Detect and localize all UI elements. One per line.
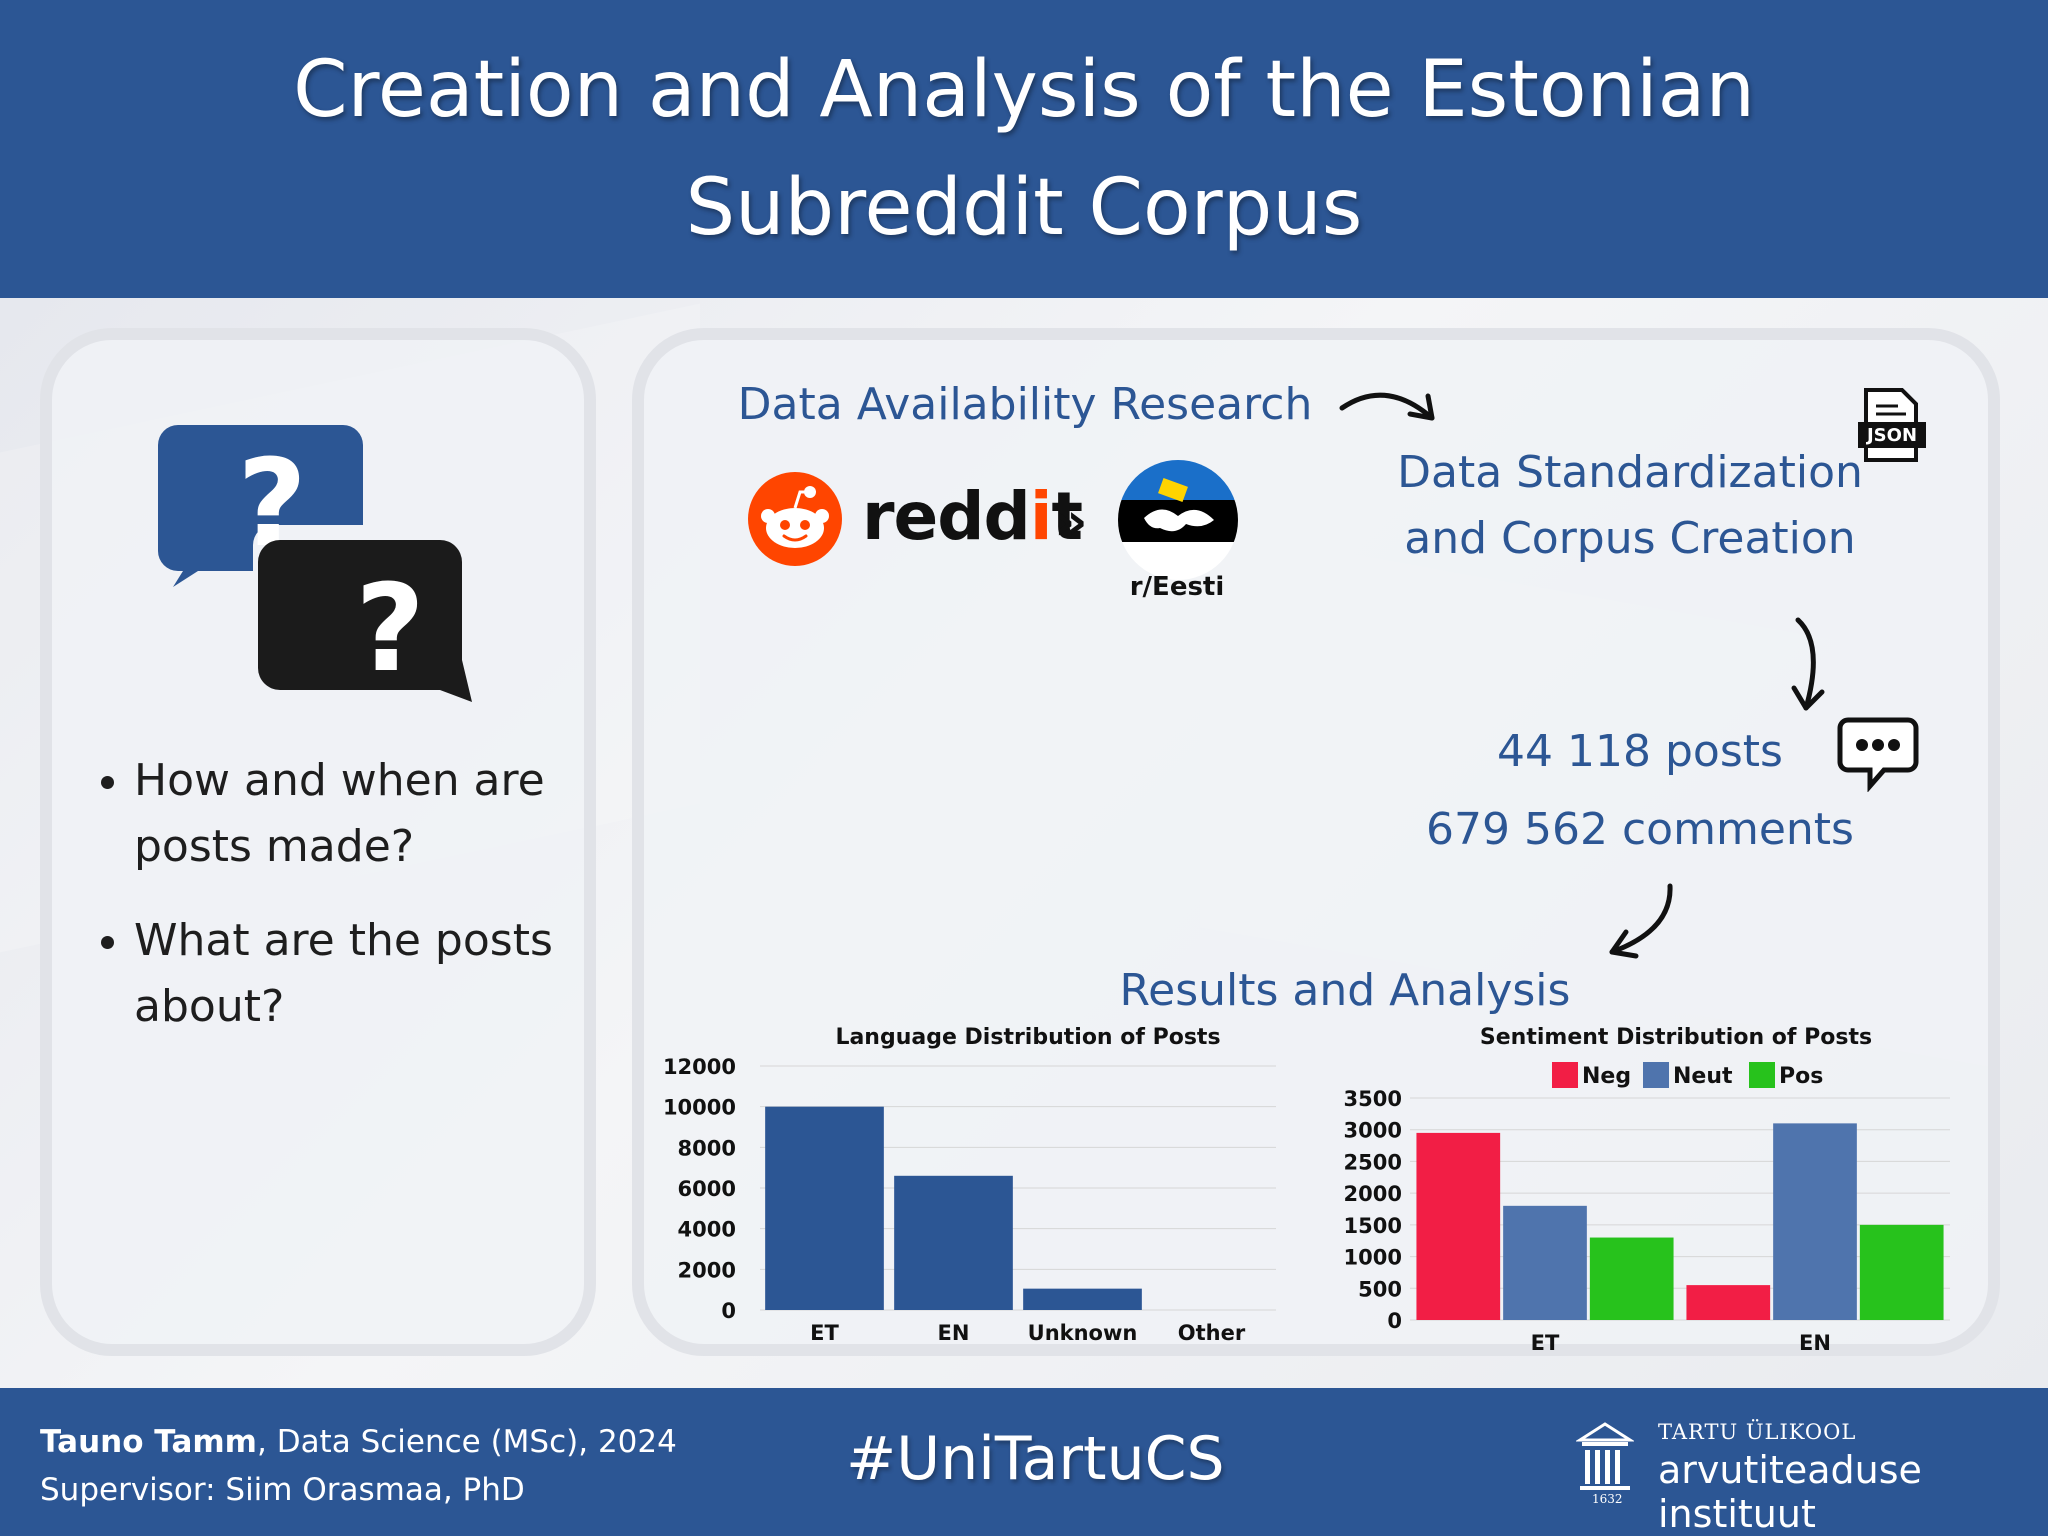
x-tick-label: EN [1799,1331,1831,1355]
y-tick-label: 0 [721,1299,736,1323]
y-tick-label: 1500 [1344,1214,1402,1238]
footer-banner [0,1388,2048,1536]
sentiment-chart: Sentiment Distribution of Posts Neg Neut Po… [1320,1020,1960,1364]
y-tick-label: 6000 [678,1177,736,1201]
question-bubbles-icon: ? ? [158,425,472,702]
posts-count: 44 118 posts [1497,726,1783,777]
author-name: Tauno Tamm [40,1424,257,1460]
org-name: TARTU ÜLIKOOL [1658,1420,1857,1444]
chart-title: Language Distribution of Posts [835,1025,1220,1050]
author-details: , Data Science (MSc), 2024 [256,1424,677,1460]
bar [1023,1288,1142,1310]
step-data-standardization: Data Standardization and Corpus Creation [1380,440,1880,572]
legend-swatch [1749,1062,1775,1088]
curved-arrow-icon [1339,392,1435,421]
bar [1416,1132,1501,1320]
question-item: What are the posts about? [134,908,614,1040]
y-tick-label: 2000 [678,1258,736,1282]
y-tick-label: 8000 [678,1136,736,1160]
step-line: and Corpus Creation [1404,513,1856,564]
header-banner: Creation and Analysis of the Estonian Su… [0,0,2048,298]
legend-label: Pos [1779,1064,1823,1089]
language-chart: Language Distribution of Posts 12000 10000… [660,1020,1290,1354]
comments-count: 679 562 comments [1426,804,1854,855]
bar [1686,1285,1771,1320]
reddit-wordmark: reddit [862,478,1083,555]
y-tick-label: 3000 [1344,1119,1402,1143]
r-eesti-logo [1118,460,1238,580]
x-tick-label: Unknown [1028,1321,1138,1345]
bar [1503,1205,1587,1320]
y-tick-label: 4000 [678,1218,736,1242]
bar [1773,1123,1857,1320]
y-tick-label: 2500 [1344,1150,1402,1174]
step-data-availability: Data Availability Research [737,379,1313,430]
reddit-logo [748,472,842,566]
y-tick-label: 1000 [1344,1246,1402,1270]
y-tick-label: 0 [1387,1309,1402,1333]
chat-bubble-icon [1837,717,1919,792]
bar [894,1175,1013,1310]
x-tick-label: EN [938,1321,970,1345]
json-label: JSON [1865,425,1917,446]
founding-year: 1632 [1592,1492,1623,1506]
page-title: Creation and Analysis of the Estonian Su… [293,31,1755,267]
university-building-icon [1576,1422,1634,1490]
chart-title: Sentiment Distribution of Posts [1480,1025,1872,1050]
svg-text:?: ? [355,560,425,699]
legend-swatch [1552,1062,1578,1088]
y-tick-label: 10000 [663,1096,736,1120]
curved-arrow-icon [1791,617,1825,711]
step-line: Data Standardization [1397,447,1863,498]
subreddit-label: r/Eesti [1129,572,1225,602]
legend-label: Neg [1582,1064,1631,1089]
institute-name: arvutiteaduse instituut [1658,1448,1922,1536]
title-line-2: Subreddit Corpus [685,163,1363,253]
supervisor: Supervisor: Siim Orasmaa, PhD [40,1472,525,1508]
bar [765,1106,884,1310]
hashtag: #UniTartuCS [846,1424,1225,1494]
y-tick-label: 2000 [1344,1182,1402,1206]
x-tick-label: ET [810,1321,839,1345]
author-info: Tauno Tamm, Data Science (MSc), 2024 Sup… [40,1418,677,1514]
legend-label: Neut [1673,1064,1733,1089]
language-chart-svg: Language Distribution of Posts 12000 10000… [663,1025,1276,1345]
y-tick-label: 12000 [663,1055,736,1079]
double-chevron-icon: » [1054,492,1088,552]
y-tick-label: 3500 [1344,1087,1402,1111]
json-file-icon: JSON [1858,388,1926,462]
y-tick-label: 500 [1358,1277,1402,1301]
curved-arrow-icon [1609,883,1673,959]
x-tick-label: ET [1531,1331,1560,1355]
question-item: How and when are posts made? [134,748,614,880]
bar [1859,1224,1944,1320]
sentiment-chart-svg: Sentiment Distribution of Posts Neg Neut Po… [1344,1025,1950,1355]
research-questions-list: How and when are posts made? What are th… [90,748,614,1068]
bar [1589,1237,1674,1320]
legend-swatch [1643,1062,1669,1088]
step-results-analysis: Results and Analysis [1119,965,1571,1016]
x-tick-label: Other [1178,1321,1246,1345]
title-line-1: Creation and Analysis of the Estonian [293,45,1755,135]
